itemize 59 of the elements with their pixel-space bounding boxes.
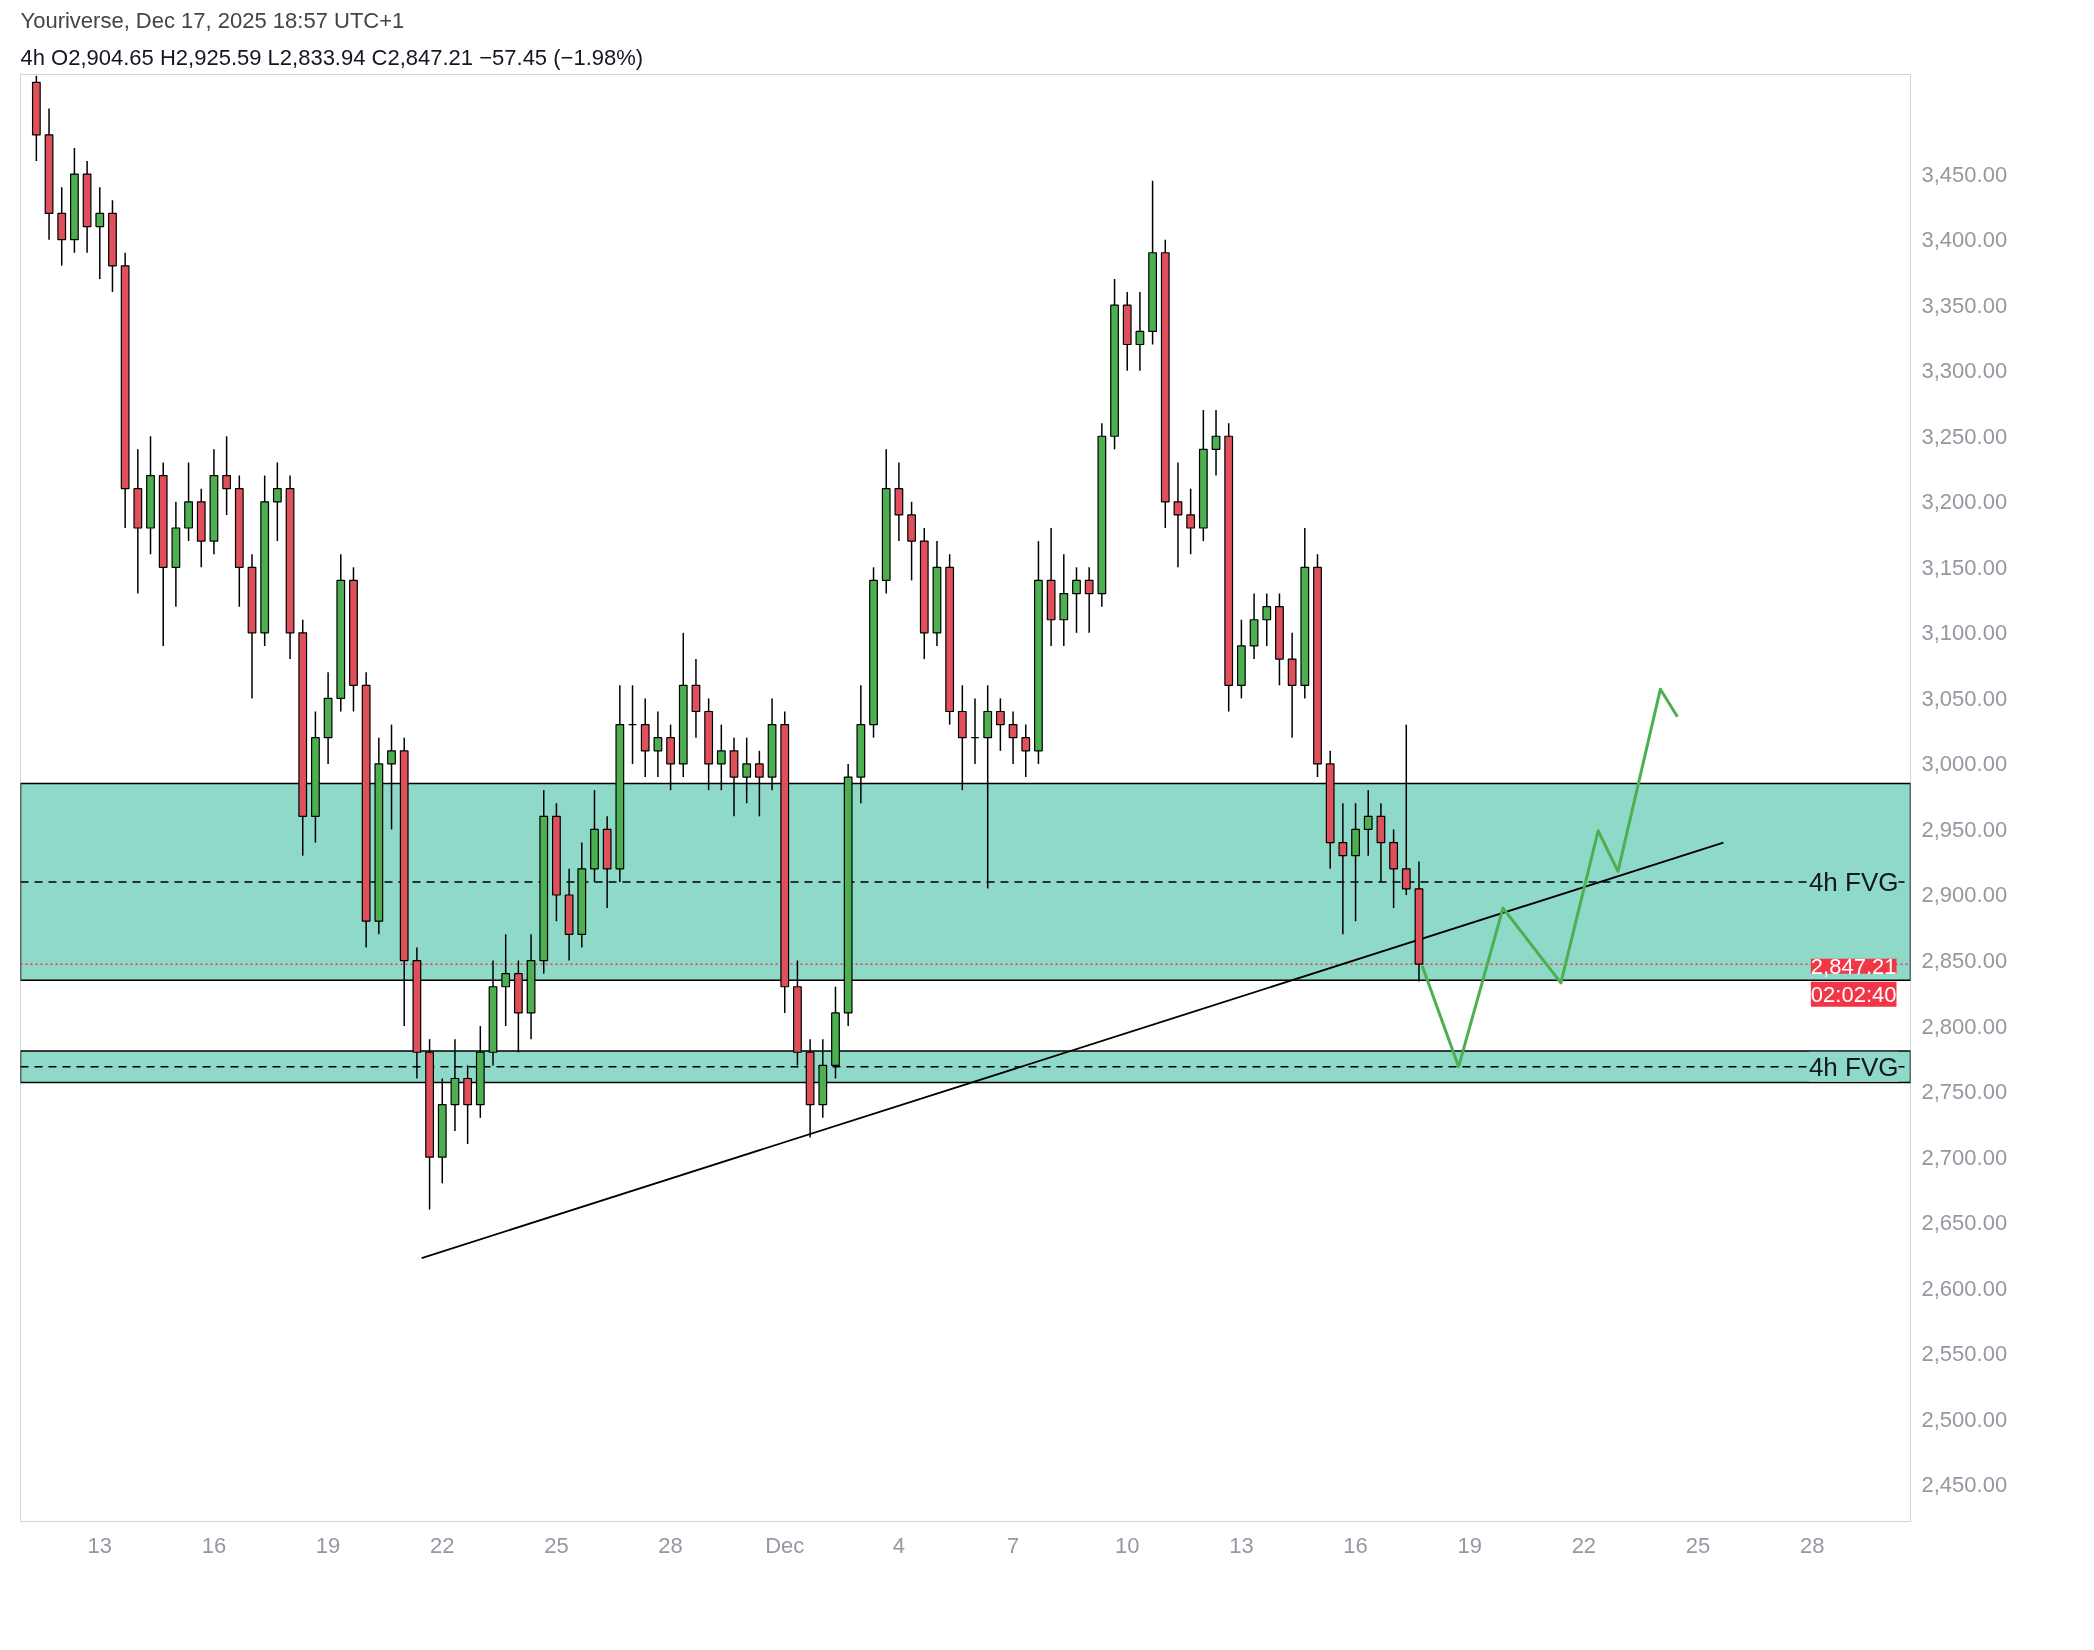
x-tick-label: 28 <box>658 1532 683 1558</box>
candlestick <box>95 186 105 280</box>
candlestick <box>1084 566 1094 634</box>
candlestick <box>272 461 282 542</box>
candlestick <box>1363 789 1373 857</box>
y-tick-label: 2,950.00 <box>1921 816 2008 842</box>
y-tick-label: 3,250.00 <box>1921 423 2008 449</box>
candlestick <box>1173 461 1183 569</box>
x-tick-label: 4 <box>892 1532 906 1558</box>
y-tick-label: 2,450.00 <box>1921 1472 2008 1498</box>
candlestick <box>1072 566 1081 634</box>
x-tick-label: 19 <box>1457 1532 1482 1558</box>
candlestick <box>1135 291 1145 372</box>
y-tick-label: 3,150.00 <box>1921 554 2008 580</box>
y-tick-label: 3,450.00 <box>1921 161 2008 187</box>
x-tick-label: 13 <box>87 1532 113 1558</box>
y-tick-label: 2,850.00 <box>1921 948 2008 974</box>
chart-title: Youriverse, Dec 17, 2025 18:57 UTC+1 <box>20 7 405 33</box>
y-tick-label: 2,550.00 <box>1921 1341 2008 1367</box>
y-tick-label: 3,400.00 <box>1921 227 2008 253</box>
y-tick-label: 3,350.00 <box>1921 292 2008 318</box>
candlestick <box>1186 487 1196 555</box>
y-tick-label: 2,750.00 <box>1921 1079 2008 1105</box>
y-tick-label: 2,900.00 <box>1921 882 2008 908</box>
x-tick-label: 22 <box>1571 1532 1597 1558</box>
candlestick <box>1021 723 1031 778</box>
x-tick-label: Dec <box>765 1532 805 1558</box>
x-tick-label: 16 <box>1343 1532 1368 1558</box>
y-tick-label: 3,200.00 <box>1921 489 2008 515</box>
x-tick-label: 10 <box>1114 1532 1140 1558</box>
y-tick-label: 2,650.00 <box>1921 1210 2008 1236</box>
x-tick-label: 13 <box>1229 1532 1254 1558</box>
y-tick-label: 3,050.00 <box>1921 685 2008 711</box>
y-tick-label: 2,500.00 <box>1921 1406 2008 1432</box>
y-tick-label: 2,600.00 <box>1921 1275 2008 1301</box>
candlestick <box>222 435 232 516</box>
y-tick-label: 2,700.00 <box>1921 1144 2008 1170</box>
line-series <box>1420 687 1679 1069</box>
candlestick <box>995 697 1005 752</box>
y-tick-label: 3,000.00 <box>1921 751 2008 777</box>
candlestick <box>1008 710 1018 765</box>
chart-subtitle: 4h O2,904.65 H2,925.59 L2,833.94 C2,847.21 −57.45 (−1.98%) <box>20 44 644 70</box>
x-tick-label: 16 <box>201 1532 227 1558</box>
band-label: 4h FVG <box>1808 866 1899 897</box>
x-tick-label: 25 <box>1685 1532 1711 1558</box>
band-label: 4h FVG <box>1808 1051 1899 1082</box>
ref-line-label: 2,847.21 <box>1810 953 1897 979</box>
x-tick-label: 19 <box>315 1532 341 1558</box>
x-tick-label: 25 <box>544 1532 569 1558</box>
candlestick <box>1211 409 1221 477</box>
annotation: 02:02:40 <box>1810 981 1897 1007</box>
candlestick <box>653 710 663 778</box>
y-tick-label: 3,100.00 <box>1921 620 2008 646</box>
x-tick-label: 28 <box>1799 1532 1825 1558</box>
y-tick-label: 3,300.00 <box>1921 358 2008 384</box>
x-tick-label: 7 <box>1006 1532 1020 1558</box>
candlestick <box>1262 592 1272 647</box>
x-tick-label: 22 <box>430 1532 455 1558</box>
y-tick-label: 2,800.00 <box>1921 1013 2008 1039</box>
